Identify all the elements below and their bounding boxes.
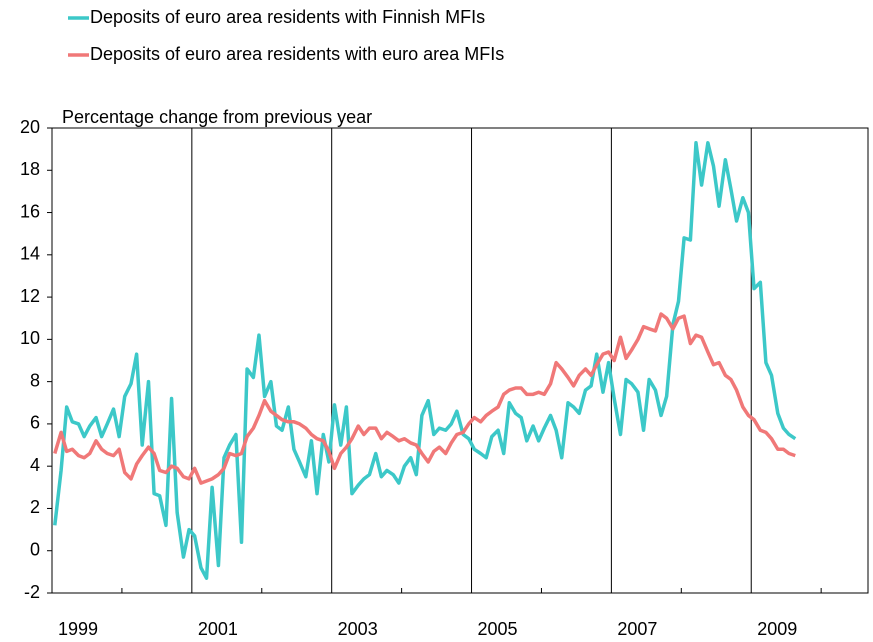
y-tick-label: 4 (30, 455, 40, 475)
x-tick-label: 2007 (617, 619, 657, 639)
plot-frame (51, 127, 869, 594)
y-tick-label: 10 (20, 328, 40, 348)
x-tick-label: 2003 (338, 619, 378, 639)
x-tick-label: 2001 (198, 619, 238, 639)
y-tick-label: 6 (30, 413, 40, 433)
y-tick-label: 0 (30, 539, 40, 559)
y-tick-label: 2 (30, 497, 40, 517)
y-tick-label: 20 (20, 117, 40, 137)
y-tick-label: -2 (24, 582, 40, 602)
y-tick-label: 14 (20, 244, 40, 264)
y-tick-label: 8 (30, 370, 40, 390)
legend-label: Deposits of euro area residents with eur… (90, 44, 504, 64)
x-tick-label: 1999 (58, 619, 98, 639)
data-line (53, 312, 796, 485)
x-tick-label: 2009 (757, 619, 797, 639)
y-tick-label: 16 (20, 201, 40, 221)
data-line (53, 141, 797, 580)
y-axis-title: Percentage change from previous year (62, 107, 372, 127)
x-tick-label: 2005 (478, 619, 518, 639)
legend-label: Deposits of euro area residents with Fin… (90, 7, 485, 27)
y-tick-label: 12 (20, 286, 40, 306)
y-tick-label: 18 (20, 159, 40, 179)
